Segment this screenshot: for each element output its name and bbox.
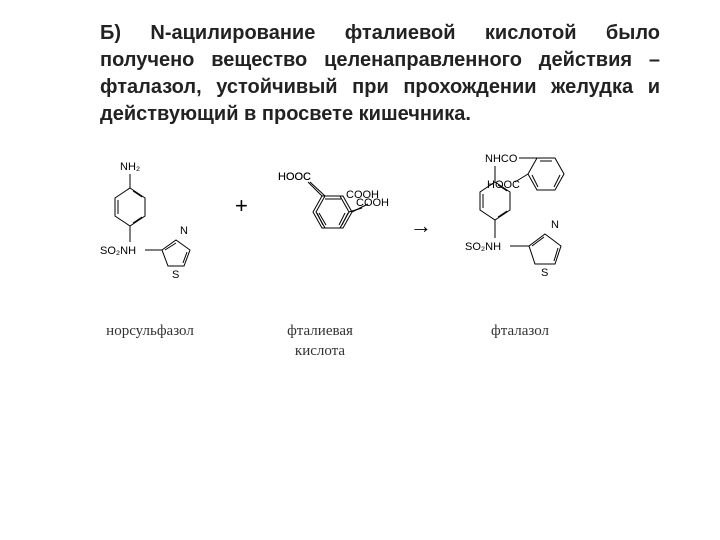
atom-hooc-2: HOOC bbox=[278, 171, 311, 183]
molecule-phthalic-acid-overlay: HOOC COOH bbox=[270, 168, 390, 278]
label-phthalic: фталиевая bbox=[270, 323, 370, 340]
atom-nh2: NH₂ bbox=[120, 161, 140, 173]
molecule-norsulfazol: NH₂ SO₂NH N S bbox=[90, 158, 220, 318]
molecule-phthalazol: NHCO HOOC SO₂NH bbox=[455, 148, 655, 328]
atom-n-2: N bbox=[551, 219, 559, 231]
label-phthalazol: фталазол bbox=[470, 323, 570, 340]
atom-n: N bbox=[180, 225, 188, 237]
label-acid: кислота bbox=[270, 343, 370, 360]
atom-so2nh-2: SO₂NH bbox=[465, 241, 501, 253]
atom-so2nh: SO₂NH bbox=[100, 245, 136, 257]
atom-cooh-2: COOH bbox=[356, 197, 389, 209]
label-norsulfazol: норсульфазол bbox=[90, 323, 210, 340]
atom-s-2: S bbox=[541, 267, 548, 279]
main-paragraph: Б) N-ацилирование фталиевой кислотой был… bbox=[100, 20, 660, 128]
reaction-diagram: NH₂ SO₂NH N S норсульфазол + bbox=[100, 158, 660, 458]
plus-symbol: + bbox=[235, 193, 248, 219]
atom-nhco: NHCO bbox=[485, 153, 518, 165]
arrow-symbol: → bbox=[410, 213, 432, 239]
atom-s: S bbox=[172, 269, 179, 281]
